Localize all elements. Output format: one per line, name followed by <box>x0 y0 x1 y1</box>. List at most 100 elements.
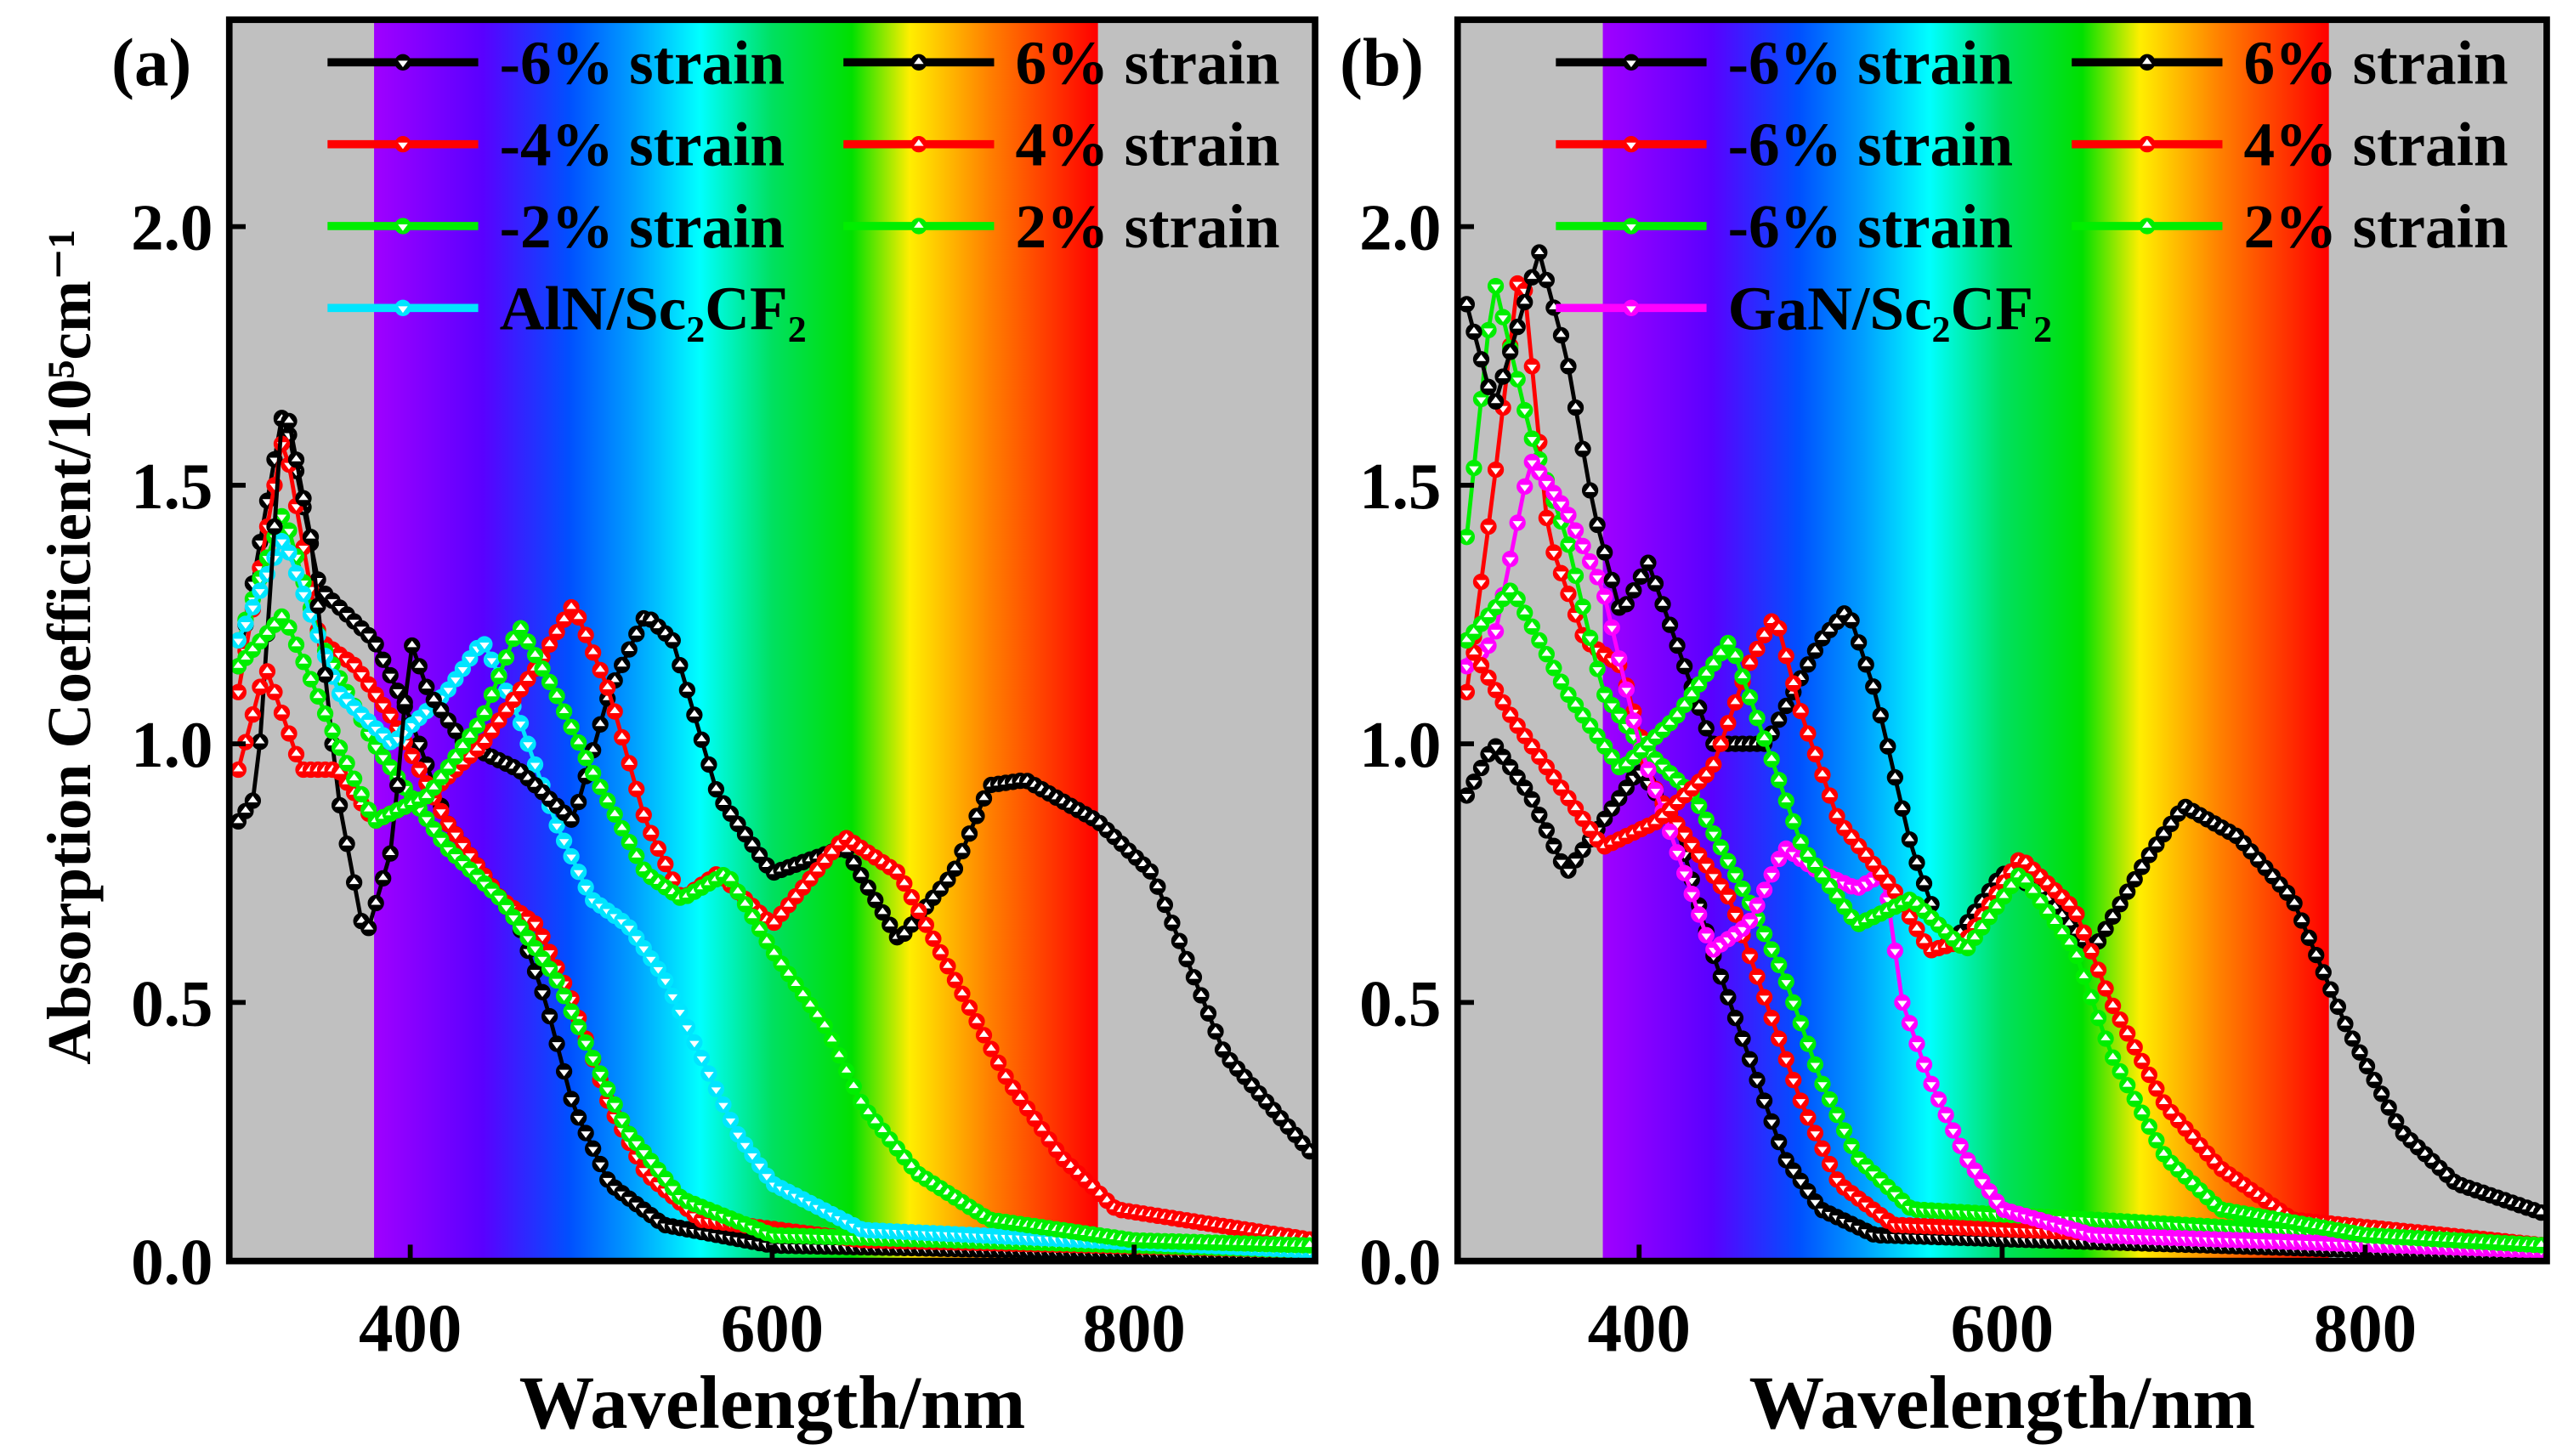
data-point-glyph <box>964 1002 975 1010</box>
data-point-glyph <box>1239 1072 1250 1079</box>
data-point-glyph <box>1584 559 1596 567</box>
data-point-glyph <box>1629 718 1639 726</box>
data-point-glyph <box>1527 460 1538 467</box>
data-point-glyph <box>1752 643 1762 651</box>
data-point-glyph <box>1941 926 1951 934</box>
panel-a: 400 600 800 0.0 0.5 1.0 1.5 2.0 Wavelength/nm (a)… <box>111 16 1318 1445</box>
data-point-glyph <box>870 895 881 902</box>
data-point-glyph <box>558 839 570 846</box>
legend-entry: -6% strain <box>1556 28 2013 97</box>
data-point-glyph <box>1723 718 1733 725</box>
data-point-glyph <box>356 712 366 720</box>
data-point-glyph <box>1803 728 1813 735</box>
data-point-glyph <box>1861 1164 1871 1171</box>
data-point-glyph <box>523 742 533 749</box>
data-point-glyph <box>1686 784 1697 790</box>
data-point-glyph <box>465 751 475 758</box>
data-point-glyph <box>2100 924 2111 931</box>
data-point-glyph <box>1686 842 1697 850</box>
data-point-glyph <box>2122 887 2133 894</box>
data-point-glyph <box>595 665 605 672</box>
data-point-glyph <box>609 675 620 683</box>
data-point-glyph <box>436 705 446 712</box>
data-point-glyph <box>327 726 337 733</box>
data-point-glyph <box>537 787 547 794</box>
data-point-glyph <box>2340 1018 2350 1026</box>
data-point-glyph <box>638 946 649 954</box>
legend-label: AlN/Sc₂CF₂ <box>500 274 807 343</box>
data-point-glyph <box>2187 1178 2198 1186</box>
data-point-glyph <box>1512 775 1522 783</box>
data-point-glyph <box>762 936 772 943</box>
data-point-glyph <box>675 1010 685 1017</box>
data-point-glyph <box>1738 671 1748 678</box>
data-point-glyph <box>1672 822 1682 830</box>
data-point-glyph <box>479 881 490 889</box>
data-point-glyph <box>1505 765 1516 773</box>
data-point-glyph <box>964 828 975 836</box>
data-point-glyph <box>1483 643 1494 651</box>
data-point-glyph <box>1890 772 1901 779</box>
data-point-glyph <box>1505 347 1516 354</box>
x-tick-label: 800 <box>2314 1290 2417 1367</box>
data-point-glyph <box>1679 700 1690 707</box>
data-point-glyph <box>515 684 526 692</box>
data-point-glyph <box>1868 682 1879 688</box>
data-point-glyph <box>747 1153 757 1160</box>
data-point-glyph <box>1738 1037 1748 1044</box>
data-point-glyph <box>863 1108 874 1114</box>
data-point-glyph <box>978 793 989 801</box>
data-point-glyph <box>826 1034 837 1042</box>
data-point-glyph <box>523 936 533 943</box>
data-point-glyph <box>1534 813 1545 820</box>
data-point-glyph <box>1196 990 1206 997</box>
data-point-glyph <box>1607 807 1618 813</box>
data-point-glyph <box>638 864 649 872</box>
data-point-glyph <box>1744 954 1755 961</box>
data-point-glyph <box>247 796 258 802</box>
data-point-glyph <box>1803 660 1813 666</box>
data-point-glyph <box>1483 524 1494 532</box>
data-point-glyph <box>414 768 425 775</box>
data-point-glyph <box>624 1132 635 1139</box>
panel-label: (b) <box>1340 24 1424 100</box>
data-point-glyph <box>1549 772 1559 779</box>
data-point-glyph <box>233 690 244 698</box>
data-point-glyph <box>1607 575 1618 582</box>
data-point-glyph <box>566 1097 576 1104</box>
data-point-glyph <box>1810 1062 1821 1070</box>
data-point-glyph <box>1672 640 1682 648</box>
data-point-glyph <box>363 719 374 727</box>
data-point-glyph <box>1563 793 1573 800</box>
data-point-glyph <box>877 907 888 915</box>
data-point-glyph <box>660 978 671 986</box>
panel-label: (a) <box>111 24 191 100</box>
data-point-glyph <box>1744 658 1755 665</box>
legend-label: 2% strain <box>1016 192 1280 261</box>
data-point-glyph <box>400 697 411 705</box>
data-point-glyph <box>1210 1026 1221 1034</box>
data-point-glyph <box>631 784 642 791</box>
data-point-glyph <box>704 759 714 767</box>
data-point-glyph <box>935 883 946 891</box>
data-point-glyph <box>1650 788 1661 796</box>
data-point-glyph <box>1643 768 1653 775</box>
data-point-glyph <box>1297 1138 1307 1145</box>
data-point-glyph <box>537 663 547 671</box>
data-point-glyph <box>1080 1175 1091 1182</box>
data-point-glyph <box>1512 321 1522 329</box>
data-point-glyph <box>1570 529 1581 535</box>
x-axis-label: Wavelength/nm <box>519 1362 1026 1445</box>
data-point-glyph <box>1817 870 1828 878</box>
data-point-glyph <box>552 626 562 634</box>
legend-entry: AlN/Sc₂CF₂ <box>327 274 807 343</box>
data-point-glyph <box>1109 831 1120 839</box>
data-point-glyph <box>638 1150 649 1158</box>
data-point-glyph <box>602 1087 613 1095</box>
data-point-glyph <box>2187 1131 2198 1139</box>
data-point-glyph <box>1730 650 1741 658</box>
data-point-glyph <box>276 539 287 547</box>
data-point-glyph <box>422 709 432 717</box>
data-point-glyph <box>1527 797 1538 805</box>
data-point-glyph <box>1232 1063 1243 1071</box>
